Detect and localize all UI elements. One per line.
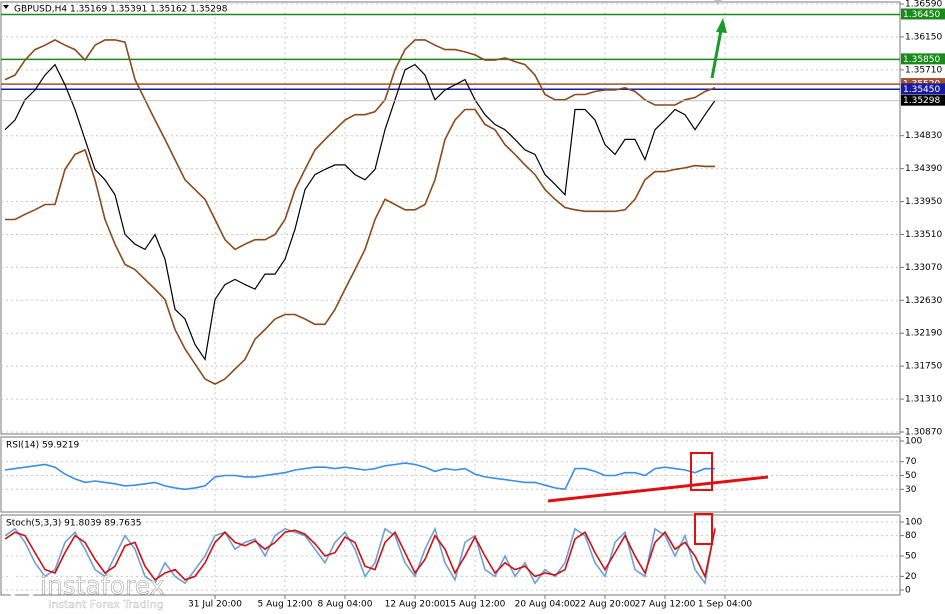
x-tick-label: 27 Aug 12:00	[635, 600, 696, 610]
level-label-box	[901, 83, 945, 95]
collapse-icon	[3, 5, 9, 9]
y-tick-label: 70	[905, 457, 917, 467]
x-tick-label: 31 Jul 20:00	[188, 600, 242, 610]
watermark: instaforex Instant Forex Trading	[7, 571, 165, 611]
x-tick-label: 15 Aug 12:00	[445, 600, 506, 610]
y-tick-label: 1.33510	[905, 230, 942, 240]
y-tick-label: 100	[905, 518, 922, 528]
series-line	[4, 526, 716, 586]
y-tick-label: 20	[905, 572, 917, 582]
y-tick-label: 1.32190	[905, 329, 942, 339]
last-price-label: 1.35298	[903, 96, 940, 106]
y-tick-label: 0	[905, 586, 911, 596]
y-tick-label: 1.36590	[905, 0, 942, 10]
y-tick-label: 30	[905, 485, 917, 495]
level-label: 1.35450	[903, 85, 940, 95]
level-label-box	[901, 53, 945, 65]
rsi-trendline	[547, 475, 769, 503]
y-tick-label: 1.36150	[905, 32, 942, 42]
y-tick-label: 50	[905, 552, 917, 562]
watermark-brand: instaforex	[40, 571, 165, 600]
y-tick-label: 1.35710	[905, 65, 942, 75]
arrow-head	[716, 18, 727, 33]
series-line	[5, 108, 715, 386]
y-tick-label: 80	[905, 531, 917, 541]
x-tick-label: 8 Aug 04:00	[318, 600, 373, 610]
y-tick-label: 1.34830	[905, 131, 942, 141]
y-tick-label: 100	[905, 437, 922, 447]
x-tick-label: 5 Aug 12:00	[258, 600, 313, 610]
y-tick-label: 1.34390	[905, 164, 942, 174]
level-label-box	[901, 8, 945, 20]
y-tick-label: 1.30870	[905, 428, 942, 438]
series-line	[4, 63, 716, 361]
y-tick-label: 50	[905, 471, 917, 481]
series-line	[4, 462, 716, 491]
stoch-title: Stoch(5,3,3) 91.8039 89.7635	[6, 519, 141, 529]
y-tick-label: 1.33070	[905, 263, 942, 273]
x-tick-label: 20 Aug 04:00	[515, 600, 576, 610]
y-tick-label: 1.32630	[905, 296, 942, 306]
series-line	[4, 528, 716, 581]
x-tick-label: 22 Aug 20:00	[575, 600, 636, 610]
rsi-highlight	[690, 452, 713, 491]
x-tick-label: 1 Sep 04:00	[698, 600, 753, 610]
rsi-panel	[0, 436, 901, 513]
y-tick-label: 1.31310	[905, 395, 942, 405]
annotations	[547, 0, 769, 545]
level-label: 1.35850	[903, 55, 940, 65]
stoch-panel	[0, 514, 901, 596]
rsi-title: RSI(14) 59.9219	[6, 441, 79, 451]
level-label: 1.36450	[903, 10, 940, 20]
price-panel	[0, 1, 901, 435]
x-tick-label: 12 Aug 20:00	[385, 600, 446, 610]
chart-title: GBPUSD,H4 1.35169 1.35391 1.35162 1.3529…	[14, 5, 228, 15]
y-tick-label: 1.33950	[905, 197, 942, 207]
shift-marker	[714, 0, 722, 5]
watermark-tagline: Instant Forex Trading	[48, 598, 164, 611]
y-tick-label: 1.31750	[905, 362, 942, 372]
series-line	[4, 38, 716, 251]
panel-frames	[0, 1, 901, 596]
last-price-box	[901, 94, 945, 106]
watermark-logo	[7, 571, 37, 601]
stoch-highlight	[694, 513, 713, 545]
up-arrow	[710, 29, 723, 79]
